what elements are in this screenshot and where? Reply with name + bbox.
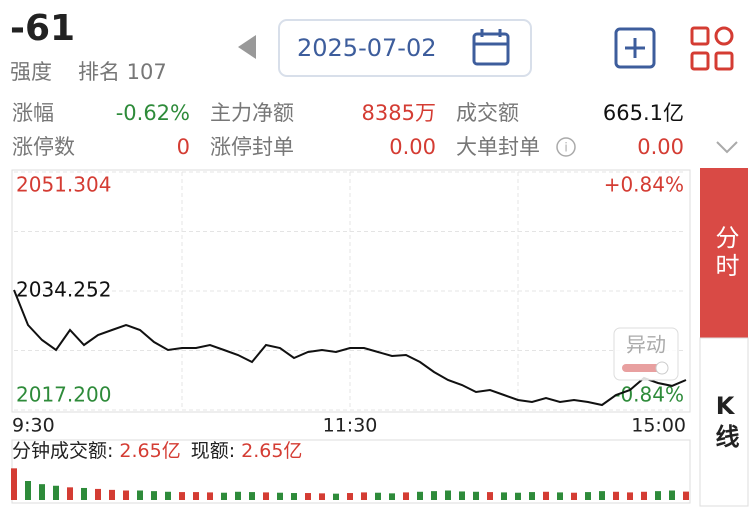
current-label: 现额:	[191, 440, 235, 462]
chart-frame	[11, 169, 691, 413]
volume-value: 2.65亿	[119, 440, 180, 462]
volume-bar	[193, 492, 199, 500]
volume-bar	[123, 490, 129, 500]
tab-intraday[interactable]	[700, 168, 748, 338]
volume-bar	[53, 485, 59, 500]
stat-label: 涨幅	[12, 101, 54, 125]
volume-bar	[39, 484, 45, 500]
volume-bar	[557, 492, 563, 500]
volume-bar	[347, 493, 353, 500]
tab-intraday-label: 分时	[711, 225, 739, 281]
volume-bar	[165, 491, 171, 500]
volume-bar	[11, 468, 17, 500]
prev-day-button[interactable]	[238, 35, 256, 59]
x-tick-label: 15:00	[631, 415, 686, 437]
strength-label: 强度	[10, 60, 52, 84]
volume-bar	[207, 492, 213, 500]
y2-tick-label: +0.84%	[604, 173, 684, 197]
volume-bar	[109, 489, 115, 500]
current-value: 2.65亿	[241, 440, 302, 462]
volume-bar	[95, 488, 101, 500]
volume-bar	[263, 492, 269, 500]
volume-bar	[669, 490, 675, 500]
volume-bar	[291, 493, 297, 500]
volume-bar	[305, 493, 311, 500]
volume-bar	[627, 492, 633, 500]
strength-value: -61	[10, 8, 75, 49]
volume-bar	[249, 492, 255, 500]
stat-label: 主力净额	[210, 101, 294, 125]
date-picker[interactable]	[278, 19, 532, 77]
volume-bar	[431, 491, 437, 500]
volume-bar	[515, 492, 521, 500]
stat-label: 涨停封单	[210, 135, 294, 159]
expand-button[interactable]	[716, 141, 738, 154]
stat-value: 0	[177, 135, 190, 159]
add-button[interactable]	[614, 27, 656, 69]
tab-kline-label: K线	[711, 392, 739, 452]
volume-bar	[319, 493, 325, 500]
volume-bar	[221, 492, 227, 500]
volume-bar	[389, 493, 395, 500]
volume-bar	[137, 490, 143, 500]
volume-bar	[81, 487, 87, 500]
volume-bar	[277, 492, 283, 500]
volume-bar	[417, 491, 423, 500]
date: 2025-07-02	[297, 34, 436, 62]
volume-bar	[445, 490, 451, 500]
y-tick-label: 2017.200	[16, 383, 111, 407]
stat-label: 成交额	[456, 101, 519, 125]
volume-bar	[613, 491, 619, 500]
price-chart: 2017.2002034.2522051.304-0.84%+0.84%9:30…	[12, 171, 687, 437]
volume-bar	[459, 491, 465, 500]
volume-bar	[375, 492, 381, 500]
info-icon[interactable]	[556, 137, 576, 157]
stat-value: 8385万	[362, 101, 436, 125]
menu-button[interactable]	[690, 26, 734, 71]
volume-bar	[543, 491, 549, 500]
volume-bar	[487, 492, 493, 500]
volume-bar	[501, 492, 507, 500]
stat-value: 0.00	[637, 135, 684, 159]
y-tick-label: 2051.304	[16, 173, 111, 197]
volume-info: 分钟成交额: 2.65亿 现额: 2.65亿	[12, 440, 302, 462]
volume-bar	[473, 491, 479, 500]
volume-bar	[25, 481, 31, 500]
stat-value: 0.00	[389, 135, 436, 159]
volume-bar	[585, 492, 591, 500]
x-tick-label: 9:30	[12, 415, 55, 437]
volume-bar	[333, 493, 339, 500]
volume-bar	[571, 492, 577, 500]
alert-toggle	[622, 364, 666, 372]
rank-label: 排名 107	[78, 60, 167, 84]
volume-chart	[11, 468, 689, 500]
stat-value: -0.62%	[116, 101, 190, 125]
volume-bar	[683, 491, 689, 500]
tab-kline[interactable]	[699, 337, 749, 507]
y-tick-label: 2034.252	[16, 278, 111, 302]
x-tick-label: 11:30	[323, 415, 378, 437]
volume-bar	[529, 492, 535, 500]
volume-bar	[403, 492, 409, 500]
volume-bar	[235, 491, 241, 500]
alert-toggle-knob	[655, 361, 669, 375]
calendar-icon[interactable]	[472, 29, 510, 66]
volume-bar	[599, 491, 605, 500]
stat-label: 涨停数	[12, 135, 75, 159]
price-line	[13, 289, 687, 407]
volume-bar	[67, 487, 73, 500]
stat-label: 大单封单	[456, 135, 540, 159]
volume-label: 分钟成交额:	[12, 440, 113, 462]
info-icon-glyph: i	[564, 141, 567, 155]
stat-value: 665.1亿	[603, 101, 684, 125]
volume-bar	[641, 491, 647, 500]
alert-label: 异动	[626, 333, 666, 357]
volume-bar	[361, 492, 367, 500]
volume-bar	[179, 492, 185, 500]
volume-bar	[151, 491, 157, 500]
volume-bar	[655, 491, 661, 500]
